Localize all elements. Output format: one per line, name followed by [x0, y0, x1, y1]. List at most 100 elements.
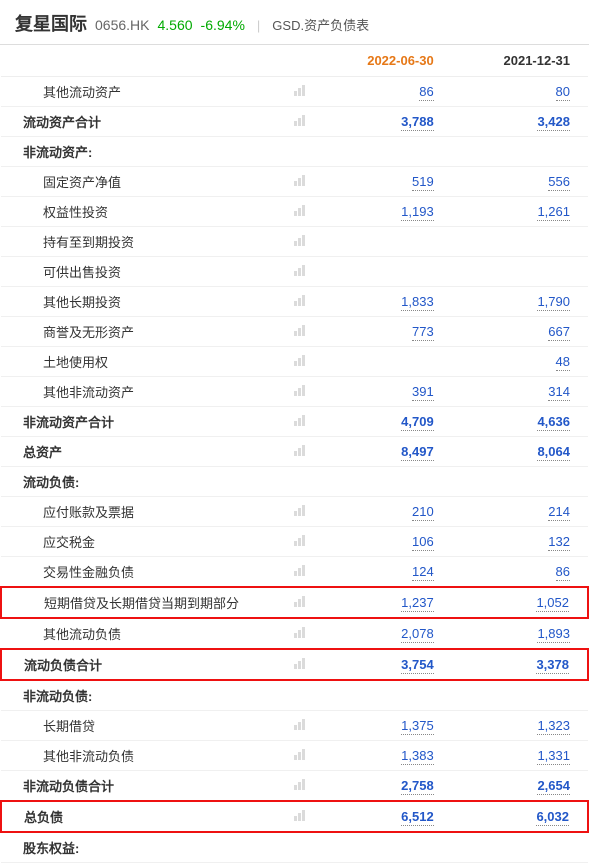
bar-chart-icon[interactable]	[294, 748, 305, 760]
bar-chart-icon[interactable]	[294, 414, 305, 426]
chart-icon-cell[interactable]	[274, 649, 316, 680]
chart-icon-cell[interactable]	[274, 771, 316, 802]
value-period-1[interactable]: 2,758	[315, 771, 451, 802]
value-period-1[interactable]: 1,193	[315, 197, 451, 227]
chart-icon-cell[interactable]	[274, 527, 316, 557]
table-row: 商誉及无形资产773667	[1, 317, 588, 347]
value-period-1[interactable]: 124	[315, 557, 451, 588]
value-period-2[interactable]: 1,052	[452, 587, 588, 618]
bar-chart-icon[interactable]	[294, 234, 305, 246]
value-period-2[interactable]: 1,323	[452, 711, 588, 741]
value-period-2	[452, 227, 588, 257]
chart-icon-cell[interactable]	[274, 377, 316, 407]
value-period-2[interactable]: 1,261	[452, 197, 588, 227]
bar-chart-icon[interactable]	[294, 114, 305, 126]
bar-chart-icon[interactable]	[294, 324, 305, 336]
chart-icon-cell[interactable]	[274, 497, 316, 527]
value-period-2[interactable]: 1,893	[452, 618, 588, 649]
row-label: 短期借贷及长期借贷当期到期部分	[1, 587, 274, 618]
value-period-1[interactable]: 2,078	[315, 618, 451, 649]
value-period-2[interactable]: 3,428	[452, 107, 588, 137]
value-period-2[interactable]: 80	[452, 77, 588, 107]
value-period-1[interactable]: 210	[315, 497, 451, 527]
value-period-1[interactable]: 6,512	[315, 801, 451, 832]
chart-icon-cell[interactable]	[274, 257, 316, 287]
value-period-2[interactable]: 8,064	[452, 437, 588, 467]
row-label: 非流动资产合计	[1, 407, 274, 437]
value-period-1[interactable]: 8,497	[315, 437, 451, 467]
bar-chart-icon[interactable]	[294, 595, 305, 607]
value-period-1[interactable]: 391	[315, 377, 451, 407]
bar-chart-icon[interactable]	[294, 809, 305, 821]
bar-chart-icon[interactable]	[294, 778, 305, 790]
table-row: 总资产8,4978,064	[1, 437, 588, 467]
bar-chart-icon[interactable]	[294, 204, 305, 216]
value-period-1[interactable]: 106	[315, 527, 451, 557]
value-period-2[interactable]: 6,032	[452, 801, 588, 832]
value-period-1[interactable]: 519	[315, 167, 451, 197]
row-label: 非流动负债合计	[1, 771, 274, 802]
value-period-2[interactable]: 314	[452, 377, 588, 407]
value-period-2[interactable]: 3,378	[452, 649, 588, 680]
bar-chart-icon[interactable]	[294, 84, 305, 96]
value-period-2[interactable]: 48	[452, 347, 588, 377]
bar-chart-icon[interactable]	[294, 174, 305, 186]
value-period-1[interactable]: 1,237	[315, 587, 451, 618]
chart-icon-cell[interactable]	[274, 557, 316, 588]
table-row: 其他非流动负债1,3831,331	[1, 741, 588, 771]
bar-chart-icon[interactable]	[294, 354, 305, 366]
chart-icon-cell[interactable]	[274, 437, 316, 467]
row-label: 应付账款及票据	[1, 497, 274, 527]
value-period-1[interactable]: 1,383	[315, 741, 451, 771]
value-period-2[interactable]: 132	[452, 527, 588, 557]
value-period-2[interactable]: 214	[452, 497, 588, 527]
value-period-2[interactable]: 86	[452, 557, 588, 588]
chart-icon-cell[interactable]	[274, 741, 316, 771]
value-period-1[interactable]: 86	[315, 77, 451, 107]
bar-chart-icon[interactable]	[294, 504, 305, 516]
chart-icon-cell[interactable]	[274, 77, 316, 107]
col-period-2: 2021-12-31	[452, 45, 588, 77]
table-row: 非流动资产:	[1, 137, 588, 167]
bar-chart-icon[interactable]	[294, 564, 305, 576]
chart-icon-cell[interactable]	[274, 317, 316, 347]
value-period-2[interactable]: 556	[452, 167, 588, 197]
table-row: 其他流动资产8680	[1, 77, 588, 107]
chart-icon-cell[interactable]	[274, 801, 316, 832]
bar-chart-icon[interactable]	[294, 264, 305, 276]
chart-icon-cell[interactable]	[274, 347, 316, 377]
chart-icon-cell[interactable]	[274, 197, 316, 227]
bar-chart-icon[interactable]	[294, 444, 305, 456]
bar-chart-icon[interactable]	[294, 534, 305, 546]
chart-icon-cell[interactable]	[274, 107, 316, 137]
value-period-2[interactable]: 1,790	[452, 287, 588, 317]
value-period-2	[452, 257, 588, 287]
table-row: 短期借贷及长期借贷当期到期部分 1,2371,052	[1, 587, 588, 618]
value-period-1[interactable]: 1,375	[315, 711, 451, 741]
chart-icon-cell[interactable]	[274, 287, 316, 317]
value-period-2[interactable]: 667	[452, 317, 588, 347]
stock-name: 复星国际	[15, 10, 87, 36]
bar-chart-icon[interactable]	[294, 626, 305, 638]
bar-chart-icon[interactable]	[294, 294, 305, 306]
value-period-1[interactable]: 1,833	[315, 287, 451, 317]
chart-icon-cell[interactable]	[274, 167, 316, 197]
value-period-2[interactable]: 1,331	[452, 741, 588, 771]
chart-icon-cell	[274, 467, 316, 497]
value-period-2[interactable]: 4,636	[452, 407, 588, 437]
value-period-1[interactable]: 3,754	[315, 649, 451, 680]
value-period-1[interactable]: 773	[315, 317, 451, 347]
value-period-2[interactable]: 2,654	[452, 771, 588, 802]
bar-chart-icon[interactable]	[294, 718, 305, 730]
chart-icon-cell[interactable]	[274, 227, 316, 257]
value-period-1	[315, 347, 451, 377]
bar-chart-icon[interactable]	[294, 657, 305, 669]
chart-icon-cell[interactable]	[274, 711, 316, 741]
value-period-1	[315, 257, 451, 287]
chart-icon-cell[interactable]	[274, 618, 316, 649]
value-period-1[interactable]: 4,709	[315, 407, 451, 437]
chart-icon-cell[interactable]	[274, 587, 316, 618]
bar-chart-icon[interactable]	[294, 384, 305, 396]
chart-icon-cell[interactable]	[274, 407, 316, 437]
value-period-1[interactable]: 3,788	[315, 107, 451, 137]
